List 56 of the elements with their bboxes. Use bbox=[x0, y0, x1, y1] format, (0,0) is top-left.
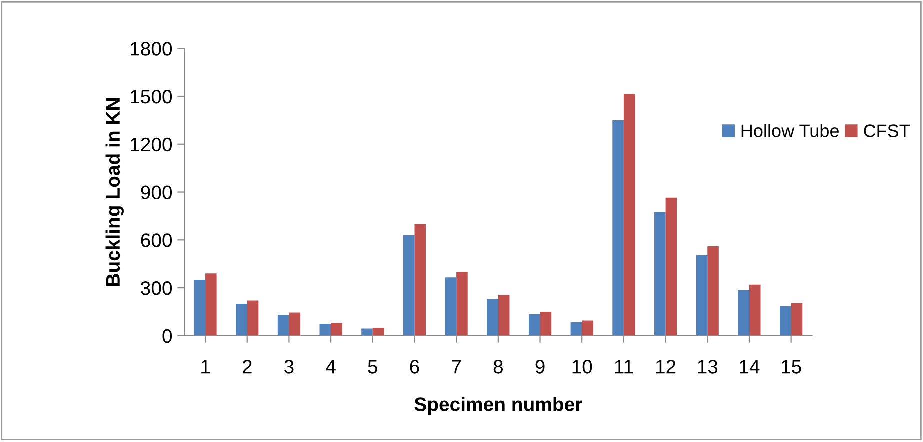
bar bbox=[528, 314, 540, 336]
x-tick-label: 9 bbox=[536, 360, 545, 374]
y-tick-label: 600 bbox=[141, 234, 172, 248]
x-tick-label: 14 bbox=[740, 360, 760, 374]
y-axis-title: Buckling Load in KN bbox=[106, 98, 124, 286]
bar bbox=[236, 304, 248, 336]
x-tick-label: 13 bbox=[698, 360, 718, 374]
x-tick-label: 12 bbox=[656, 360, 676, 374]
bar bbox=[372, 328, 384, 336]
y-tick-label: 0 bbox=[162, 329, 172, 344]
y-tick-label: 300 bbox=[141, 282, 172, 296]
bar bbox=[570, 322, 582, 336]
bar bbox=[403, 235, 415, 336]
bar bbox=[414, 224, 426, 336]
x-axis-title: Specimen number bbox=[414, 397, 582, 416]
x-tick-label: 15 bbox=[782, 360, 802, 374]
x-tick-label: 1 bbox=[202, 360, 210, 374]
bar bbox=[445, 278, 457, 336]
bar bbox=[498, 295, 510, 336]
bar bbox=[654, 212, 666, 336]
bar bbox=[320, 324, 332, 336]
bar bbox=[666, 198, 678, 336]
y-tick-label: 1800 bbox=[131, 42, 172, 56]
x-tick-label: 11 bbox=[615, 360, 634, 374]
bar bbox=[331, 323, 342, 336]
y-tick-label: 1500 bbox=[131, 90, 172, 104]
bar bbox=[456, 272, 468, 336]
bar bbox=[247, 300, 259, 336]
bar bbox=[738, 290, 750, 336]
bar bbox=[749, 284, 761, 336]
bar bbox=[696, 255, 708, 336]
bar bbox=[791, 303, 803, 336]
bar bbox=[362, 328, 373, 336]
bar bbox=[289, 312, 301, 336]
bar bbox=[194, 280, 206, 336]
bar bbox=[780, 306, 792, 336]
bar bbox=[708, 246, 719, 336]
bar bbox=[206, 274, 217, 336]
legend-label: CFST bbox=[864, 124, 910, 138]
x-tick-label: 2 bbox=[242, 360, 252, 374]
y-tick-label: 1200 bbox=[131, 138, 172, 152]
x-tick-label: 10 bbox=[572, 360, 592, 374]
x-tick-label: 6 bbox=[410, 360, 420, 374]
bar bbox=[278, 315, 290, 336]
legend-label: Hollow Tube bbox=[742, 124, 839, 138]
bar bbox=[487, 299, 498, 336]
x-tick-label: 3 bbox=[284, 360, 294, 374]
x-tick-label: 7 bbox=[452, 360, 462, 374]
bar bbox=[624, 94, 636, 336]
x-tick-label: 8 bbox=[494, 360, 503, 374]
bar bbox=[540, 312, 552, 336]
bar bbox=[612, 120, 624, 336]
bar bbox=[582, 320, 594, 336]
x-tick-label: 5 bbox=[368, 360, 378, 374]
x-tick-label: 4 bbox=[326, 360, 336, 374]
y-tick-label: 900 bbox=[141, 186, 172, 200]
